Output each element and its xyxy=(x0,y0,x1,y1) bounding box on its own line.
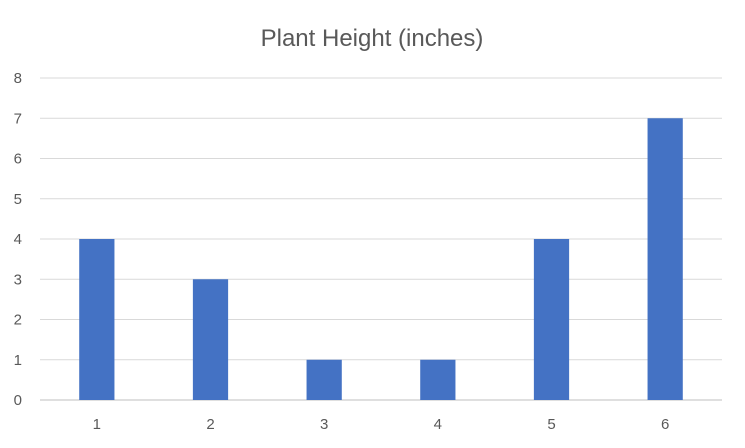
bars xyxy=(79,118,683,400)
y-axis-labels: 0 1 2 3 4 5 6 7 8 xyxy=(14,70,22,409)
x-tick-label: 3 xyxy=(320,416,328,433)
bar-3 xyxy=(306,359,342,400)
x-tick-label: 6 xyxy=(661,416,669,433)
y-tick-label: 2 xyxy=(14,312,22,329)
y-tick-label: 8 xyxy=(14,70,22,87)
bar-1 xyxy=(79,239,115,400)
bar-6 xyxy=(647,118,683,400)
y-tick-label: 6 xyxy=(14,151,22,168)
bar-2 xyxy=(192,279,229,400)
y-tick-label: 1 xyxy=(14,352,22,369)
y-tick-label: 7 xyxy=(14,110,22,127)
x-tick-label: 2 xyxy=(206,416,214,433)
gridlines xyxy=(40,77,722,401)
bar-5 xyxy=(533,239,570,400)
x-tick-label: 5 xyxy=(547,416,555,433)
x-tick-label: 1 xyxy=(93,416,101,433)
y-tick-label: 3 xyxy=(14,271,22,288)
x-tick-label: 4 xyxy=(434,416,442,433)
chart-title: Plant Height (inches) xyxy=(261,25,484,52)
bar-4 xyxy=(420,359,456,400)
y-tick-label: 4 xyxy=(14,231,22,248)
y-tick-label: 5 xyxy=(14,191,22,208)
x-axis-labels: 1 2 3 4 5 6 xyxy=(93,416,670,433)
y-tick-label: 0 xyxy=(14,392,22,409)
